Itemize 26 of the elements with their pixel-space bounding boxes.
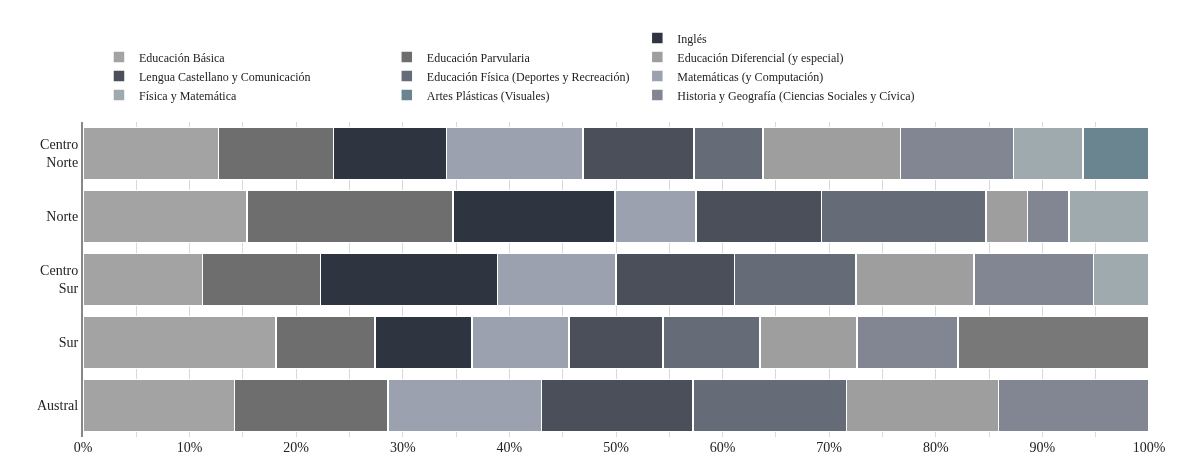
- legend-label: Matemáticas (y Computación): [677, 69, 824, 84]
- y-tick-label: Sur: [58, 335, 79, 351]
- x-tick-label: 100%: [1132, 440, 1166, 455]
- x-tick-label: 90%: [1029, 440, 1056, 455]
- y-tick-label: Austral: [36, 398, 79, 414]
- legend-label: Educación Básica: [138, 50, 226, 65]
- x-tick-label: 80%: [922, 440, 949, 455]
- x-tick-label: 10%: [176, 440, 203, 455]
- legend-label: Física y Matemática: [138, 88, 237, 103]
- x-tick-label: 50%: [603, 440, 630, 455]
- x-tick-label: 40%: [496, 440, 523, 455]
- legend-label: Educación Parvularia: [426, 50, 531, 65]
- x-tick-label: 70%: [816, 440, 843, 455]
- legend-label: Educación Diferencial (y especial): [677, 50, 844, 65]
- x-tick-label: 60%: [709, 440, 736, 455]
- y-tick-label: Centro Norte: [40, 137, 79, 171]
- x-tick-label: 30%: [389, 440, 416, 455]
- y-tick-label: Norte: [46, 209, 79, 225]
- legend-label: Lengua Castellano y Comunicación: [138, 69, 311, 84]
- x-tick-label: 20%: [283, 440, 310, 455]
- legend-label: Inglés: [677, 31, 707, 46]
- legend-label: Educación Física (Deportes y Recreación): [426, 69, 630, 84]
- legend-label: Historia y Geografía (Ciencias Sociales y Cívica): [677, 88, 915, 103]
- x-tick-label: 0%: [73, 440, 93, 455]
- y-tick-label: Centro Sur: [40, 263, 79, 297]
- legend-label: Artes Plásticas (Visuales): [426, 88, 550, 103]
